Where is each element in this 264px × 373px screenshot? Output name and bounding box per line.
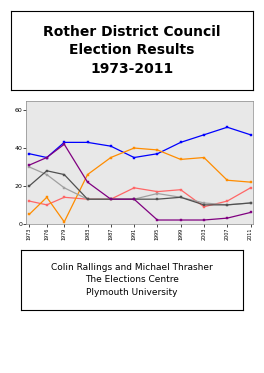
Text: Colin Rallings and Michael Thrasher
The Elections Centre
Plymouth University: Colin Rallings and Michael Thrasher The … [51,263,213,297]
Text: Rother District Council
Election Results
1973-2011: Rother District Council Election Results… [43,25,221,76]
